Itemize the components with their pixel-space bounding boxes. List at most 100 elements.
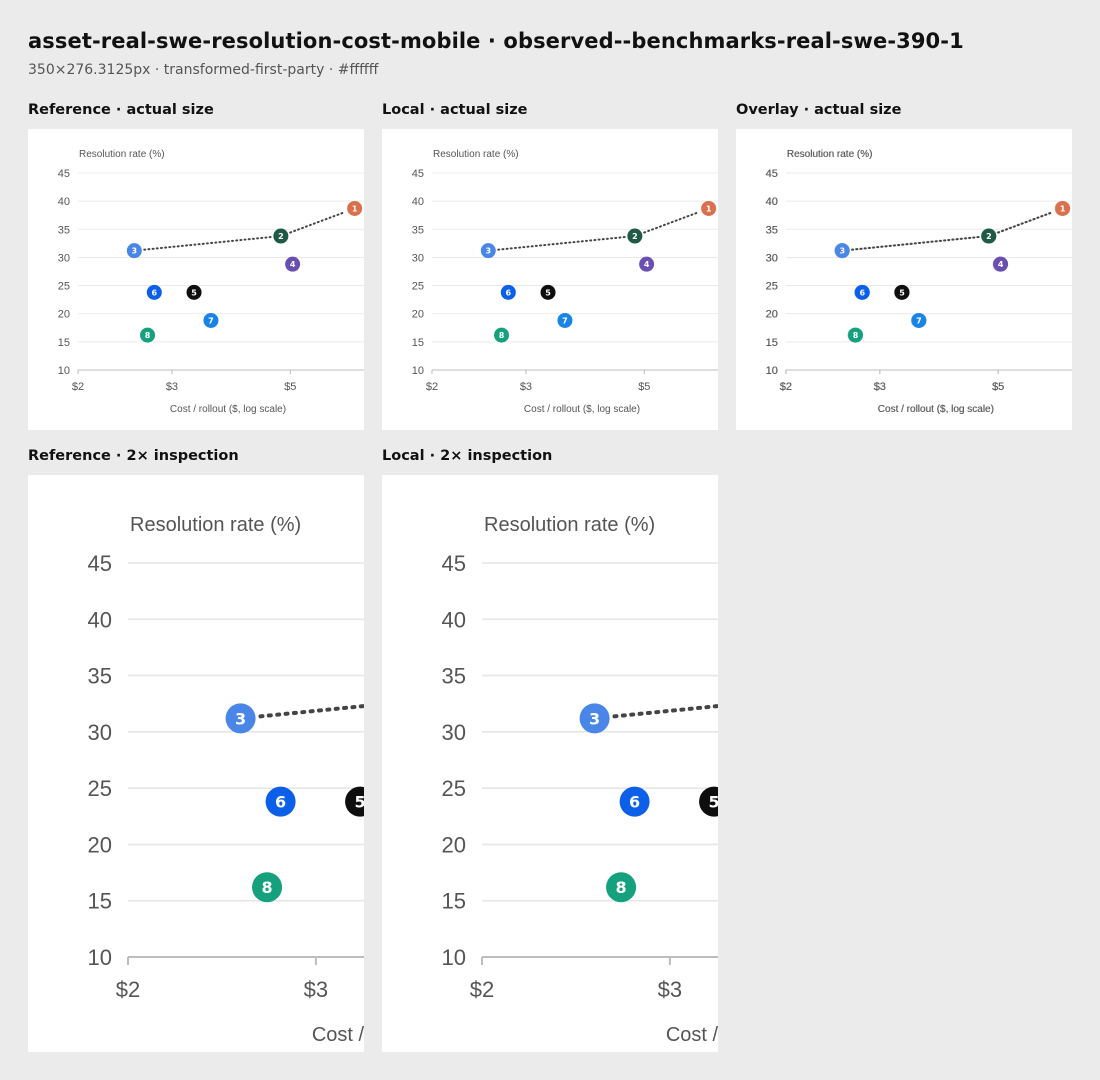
page-subtitle: 350×276.3125px · transformed-first-party… [28,62,379,78]
reference-2x-panel: Resolution rate (%)1015202530354045$2$3$… [28,475,364,1052]
reference-actual-label: Reference · actual size [28,102,214,118]
local-2x-label: Local · 2× inspection [382,448,553,464]
y-tick-label: 45 [88,551,112,576]
overlay-actual-panel: Resolution rate (%) 10 15 20 25 30 35 40 45 $2 $3 $… [736,129,1072,430]
y-tick-label: 25 [766,281,778,293]
data-point-label: 6 [506,288,512,297]
data-point-1 [347,200,363,216]
x-tick-label: $3 [658,977,682,1002]
data-point-7 [911,312,927,328]
reference-2x-label: Reference · 2× inspection [28,448,239,464]
data-point-label: 4 [290,260,296,269]
y-tick-label: 45 [58,168,70,180]
y-tick-label: 45 [442,551,466,576]
x-tick-label: $2 [470,977,494,1002]
y-tick-label: 10 [412,365,424,377]
y-axis-label: Resolution rate (%) [484,514,655,536]
data-point-label: 8 [616,878,627,897]
x-axis-label: Cost / rollout ($, log scale) [877,404,993,415]
y-tick-label: 35 [412,224,424,236]
y-tick-label: 45 [412,168,424,180]
frontier-line [497,236,626,251]
x-tick-label: $2 [426,381,438,393]
data-point-label: 3 [486,247,492,256]
data-point-label: 4 [644,260,650,269]
y-tick-label: 10 [765,365,777,377]
data-point-6 [500,284,516,300]
y-tick-label: 25 [412,281,424,293]
local-actual-panel: Resolution rate (%) 10 15 20 25 30 35 40 45 $2 $3 $… [382,129,718,430]
x-tick-label: $5 [992,381,1004,393]
y-tick-label: 40 [442,607,466,632]
chart-layer: Resolution rate (%)1015202530354045$2$3$… [766,149,1072,415]
x-tick-label: $3 [874,381,886,393]
data-point-label: 8 [145,331,151,340]
data-point-label: 5 [545,288,551,297]
x-tick-label: $5 [638,381,650,393]
x-tick-label: $2 [779,381,791,393]
chart-layer: Resolution rate (%)1015202530354045$2$3$… [412,149,718,415]
data-point-5 [894,284,910,300]
x-tick-label: $5 [284,381,296,393]
data-point-label: 3 [589,709,600,728]
data-point-4 [993,256,1009,272]
y-axis-label: Resolution rate (%) [787,149,873,160]
frontier-line [997,210,1055,234]
y-tick-label: 30 [58,252,70,264]
x-tick-label: $5 [992,381,1004,393]
data-point-3 [225,703,256,734]
x-tick-label: $3 [166,381,178,393]
data-point-label: 5 [708,793,718,812]
data-point-4 [639,256,655,272]
y-tick-label: 40 [58,196,70,208]
y-tick-label: 15 [765,337,777,349]
data-point-label: 6 [629,793,640,812]
data-point-label: 2 [278,232,284,241]
data-point-8 [494,327,510,343]
y-axis-label: Resolution rate (%) [130,514,301,536]
x-axis-label: Cost / rollout ($, log scale) [524,404,640,415]
data-point-label: 5 [354,793,364,812]
y-tick-label: 30 [88,720,112,745]
data-point-3 [834,243,850,259]
local-2x-panel: Resolution rate (%)1015202530354045$2$3$… [382,475,718,1052]
data-point-8 [252,872,283,903]
x-tick-label: $2 [780,381,792,393]
data-point-3 [480,243,496,259]
x-tick-label: $2 [116,977,140,1002]
data-point-1 [1055,200,1071,216]
data-point-5 [345,786,364,817]
y-axis-label: Resolution rate (%) [79,149,165,160]
chart-layer: Resolution rate (%)1015202530354045$2$3$… [442,514,718,1046]
data-point-3 [126,243,142,259]
data-point-4 [285,256,301,272]
x-axis-label: Cost / rollout ($, log scale) [878,404,994,415]
data-point-label: 2 [632,232,638,241]
data-point-label: 1 [706,204,712,213]
data-point-label: 8 [499,331,505,340]
data-point-7 [557,312,573,328]
data-point-label: 5 [899,288,905,297]
y-tick-label: 35 [88,664,112,689]
data-point-1 [701,200,717,216]
frontier-line [643,210,701,234]
y-tick-label: 10 [766,365,778,377]
y-tick-label: 15 [58,337,70,349]
y-tick-label: 35 [766,224,778,236]
data-point-label: 6 [860,288,866,297]
data-point-8 [606,872,637,903]
y-tick-label: 20 [88,832,112,857]
data-point-label: 5 [191,288,197,297]
y-tick-label: 25 [765,281,777,293]
frontier-line [258,704,364,719]
overlay-actual-label: Overlay · actual size [736,102,902,118]
data-point-label: 7 [916,316,922,325]
data-point-label: 1 [1060,204,1066,213]
y-tick-label: 40 [88,607,112,632]
local-chart-2x: Resolution rate (%)1015202530354045$2$3$… [442,514,718,1046]
data-point-6 [146,284,162,300]
